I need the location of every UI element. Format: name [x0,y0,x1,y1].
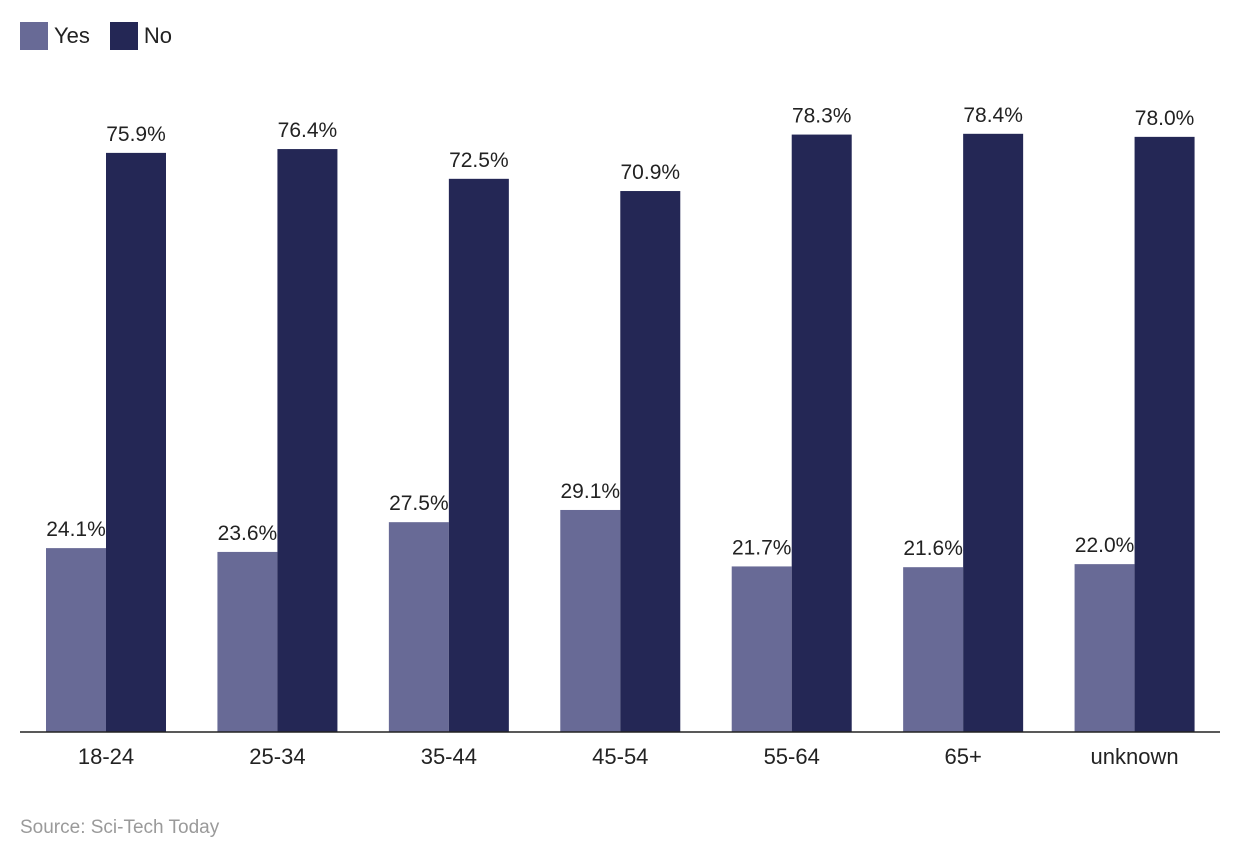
bar-no-25-34 [277,149,338,732]
bar-yes-25-34 [217,551,278,732]
x-tick-label-25-34: 25-34 [249,744,305,769]
source-note: Source: Sci-Tech Today [20,817,220,838]
x-tick-label-unknown: unknown [1091,744,1179,769]
data-label-no-65+: 78.4% [963,104,1023,127]
x-tick-label-35-44: 35-44 [421,744,477,769]
x-tick-label-45-54: 45-54 [592,744,648,769]
legend-item-yes: Yes [20,22,90,50]
data-label-yes-unknown: 22.0% [1075,534,1135,557]
legend-label-no: No [143,23,173,48]
legend-swatch-yes [20,22,48,50]
bar-yes-unknown [1074,564,1135,732]
data-label-yes-35-44: 27.5% [389,492,449,515]
bar-chart: 24.1% 75.9% 18-24 23.6% 76.4% 25-34 27.5% 72.5%… [20,104,1220,769]
legend-swatch-no [109,22,138,50]
data-label-no-55-64: 78.3% [792,105,852,128]
x-tick-label-65+: 65+ [944,744,981,769]
legend-label-yes: Yes [54,23,90,48]
bar-no-55-64 [791,134,852,733]
data-label-yes-45-54: 29.1% [561,480,621,503]
data-label-no-35-44: 72.5% [449,149,509,172]
bar-yes-18-24 [46,548,106,732]
data-label-yes-55-64: 21.7% [732,536,792,559]
bar-yes-45-54 [560,509,621,732]
data-label-no-unknown: 78.0% [1135,107,1195,130]
chart-legend: Yes No [20,22,192,50]
data-label-yes-18-24: 24.1% [46,518,106,541]
data-label-no-25-34: 76.4% [278,119,338,142]
bar-yes-35-44 [388,522,449,732]
data-label-no-18-24: 75.9% [106,123,166,146]
data-label-yes-65+: 21.6% [903,537,963,560]
legend-item-no: No [109,22,173,50]
bar-no-45-54 [620,191,681,732]
bar-no-unknown [1134,136,1195,733]
data-label-no-45-54: 70.9% [621,161,681,184]
bar-no-18-24 [106,152,166,732]
bar-yes-55-64 [731,566,792,732]
bar-yes-65+ [903,567,964,732]
x-tick-label-18-24: 18-24 [78,744,134,769]
x-tick-label-55-64: 55-64 [764,744,820,769]
data-label-yes-25-34: 23.6% [218,522,278,545]
bar-no-35-44 [448,178,509,732]
bar-no-65+ [963,133,1024,733]
